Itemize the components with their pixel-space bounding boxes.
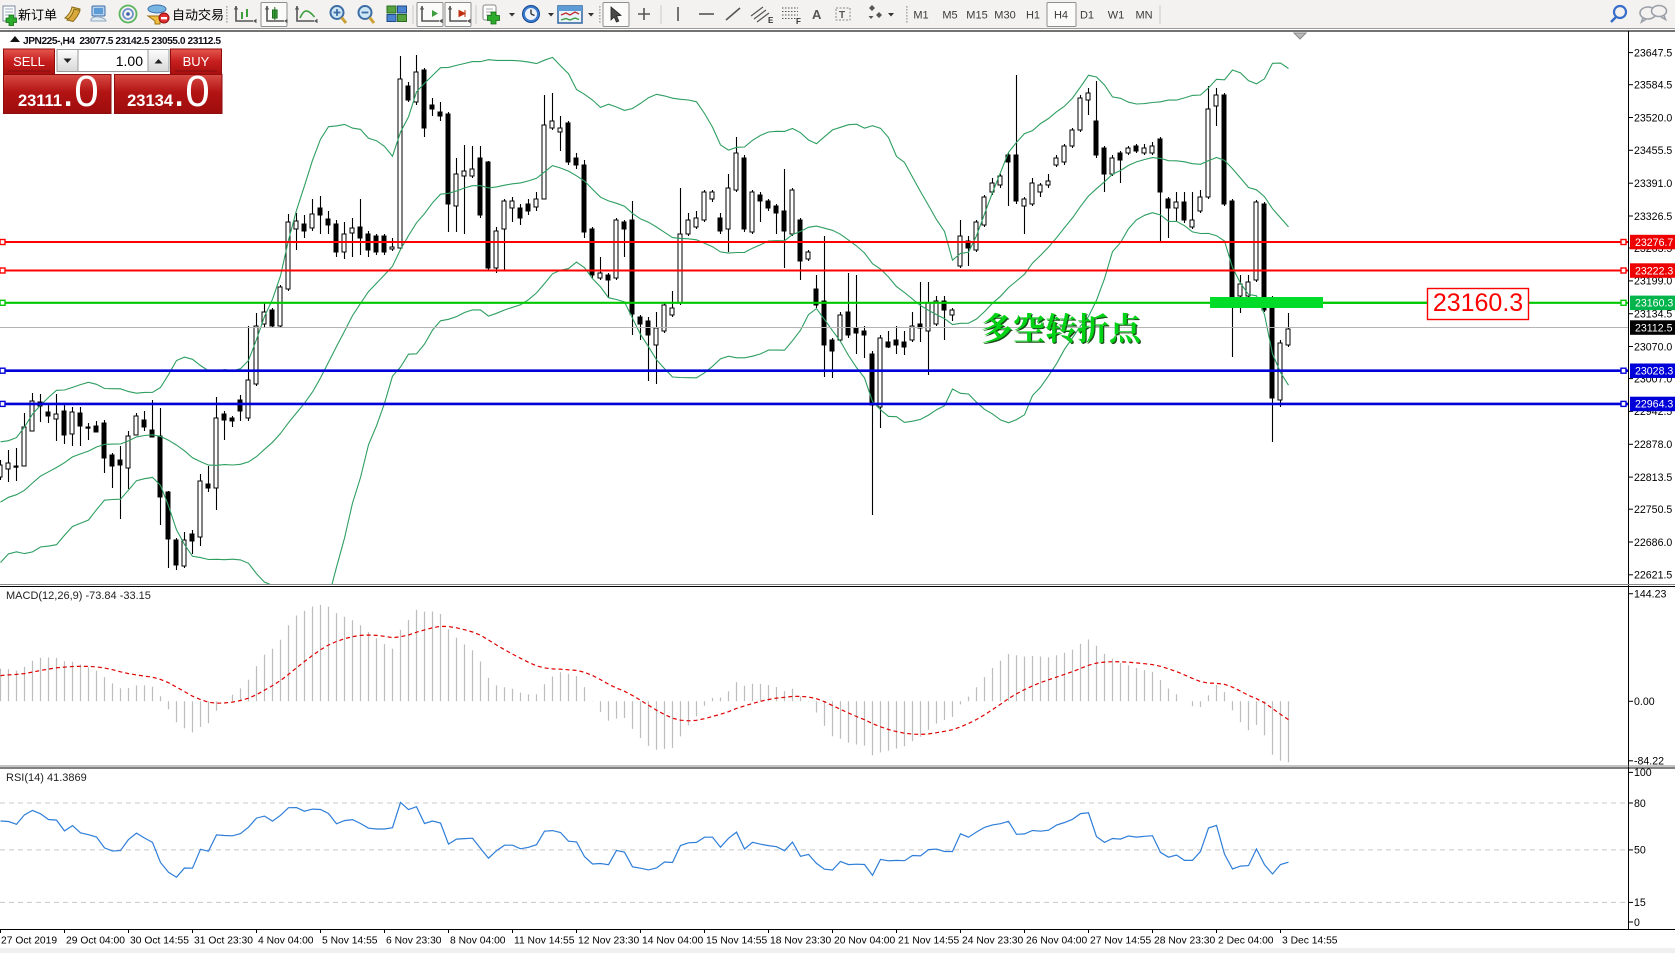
svg-text:23520.0: 23520.0 [1634,112,1672,124]
svg-text:26 Nov 04:00: 26 Nov 04:00 [1026,936,1088,947]
svg-text:29 Oct 04:00: 29 Oct 04:00 [66,936,125,947]
svg-text:4 Nov 04:00: 4 Nov 04:00 [258,936,314,947]
svg-text:23584.5: 23584.5 [1634,80,1672,92]
svg-text:18 Nov 23:30: 18 Nov 23:30 [770,936,832,947]
svg-text:23028.3: 23028.3 [1635,366,1673,378]
svg-text:23134: 23134 [127,92,174,110]
svg-text:2 Dec 04:00: 2 Dec 04:00 [1218,936,1274,947]
svg-text:.0: .0 [62,67,99,116]
svg-text:SELL: SELL [13,54,45,69]
svg-text:1.00: 1.00 [116,53,143,69]
svg-text:8 Nov 04:00: 8 Nov 04:00 [450,936,506,947]
svg-text:MN: MN [1135,10,1152,22]
svg-text:F: F [796,17,801,26]
svg-text:22750.5: 22750.5 [1634,504,1672,516]
svg-text:23199.0: 23199.0 [1634,276,1672,288]
svg-text:23160.3: 23160.3 [1433,289,1523,317]
svg-text:22686.0: 22686.0 [1634,537,1672,549]
svg-text:23647.5: 23647.5 [1634,47,1672,59]
svg-text:H1: H1 [1026,10,1040,22]
svg-text:23111: 23111 [18,92,62,110]
svg-text:22878.0: 22878.0 [1634,439,1672,451]
svg-text:12 Nov 23:30: 12 Nov 23:30 [578,936,640,947]
svg-text:15: 15 [1634,897,1646,909]
svg-text:3 Dec 14:55: 3 Dec 14:55 [1282,936,1338,947]
svg-text:E: E [768,16,774,25]
svg-text:.0: .0 [173,67,210,116]
svg-text:22964.3: 22964.3 [1635,399,1673,411]
svg-text:M5: M5 [942,10,957,22]
svg-text:D1: D1 [1080,10,1094,22]
svg-text:144.23: 144.23 [1634,589,1667,601]
svg-text:23276.7: 23276.7 [1635,237,1673,249]
svg-text:MACD(12,26,9) -73.84 -33.15: MACD(12,26,9) -73.84 -33.15 [6,590,151,602]
svg-text:H4: H4 [1054,10,1068,22]
svg-text:22813.5: 22813.5 [1634,472,1672,484]
svg-text:M30: M30 [994,10,1015,22]
svg-text:22621.5: 22621.5 [1634,570,1672,582]
svg-text:23222.3: 23222.3 [1635,265,1673,277]
svg-text:20 Nov 04:00: 20 Nov 04:00 [834,936,896,947]
svg-text:23391.0: 23391.0 [1634,178,1672,190]
svg-text:W1: W1 [1108,10,1125,22]
svg-text:5 Nov 14:55: 5 Nov 14:55 [322,936,378,947]
svg-text:80: 80 [1634,798,1646,810]
svg-text:23160.3: 23160.3 [1635,298,1673,310]
svg-text:M1: M1 [913,10,928,22]
svg-text:27 Nov 14:55: 27 Nov 14:55 [1090,936,1152,947]
svg-text:0: 0 [1634,917,1640,929]
svg-text:24 Nov 23:30: 24 Nov 23:30 [962,936,1024,947]
svg-text:M15: M15 [966,10,987,22]
svg-text:31 Oct 23:30: 31 Oct 23:30 [194,936,253,947]
svg-text:BUY: BUY [183,54,210,69]
svg-text:0.00: 0.00 [1634,696,1655,708]
svg-text:11 Nov 14:55: 11 Nov 14:55 [514,936,575,947]
svg-text:30 Oct 14:55: 30 Oct 14:55 [130,936,189,947]
svg-text:21 Nov 14:55: 21 Nov 14:55 [898,936,960,947]
svg-text:28 Nov 23:30: 28 Nov 23:30 [1154,936,1216,947]
svg-text:-84.22: -84.22 [1634,756,1664,768]
svg-text:14 Nov 04:00: 14 Nov 04:00 [642,936,704,947]
svg-text:23326.5: 23326.5 [1634,211,1672,223]
svg-text:100: 100 [1634,767,1652,779]
svg-text:23455.5: 23455.5 [1634,145,1672,157]
svg-text:50: 50 [1634,845,1646,857]
svg-text:6 Nov 23:30: 6 Nov 23:30 [386,936,442,947]
svg-text:15 Nov 14:55: 15 Nov 14:55 [706,936,768,947]
svg-text:T: T [839,10,845,21]
svg-text:JPN225-,H4 23077.5 23142.5 23: JPN225-,H4 23077.5 23142.5 23055.0 23112… [23,36,221,47]
svg-text:A: A [812,7,822,22]
svg-text:23112.5: 23112.5 [1635,322,1673,334]
svg-text:23134.5: 23134.5 [1634,309,1672,321]
svg-text:23070.0: 23070.0 [1634,341,1672,353]
svg-text:27 Oct 2019: 27 Oct 2019 [1,936,57,947]
svg-text:RSI(14) 41.3869: RSI(14) 41.3869 [6,772,87,784]
